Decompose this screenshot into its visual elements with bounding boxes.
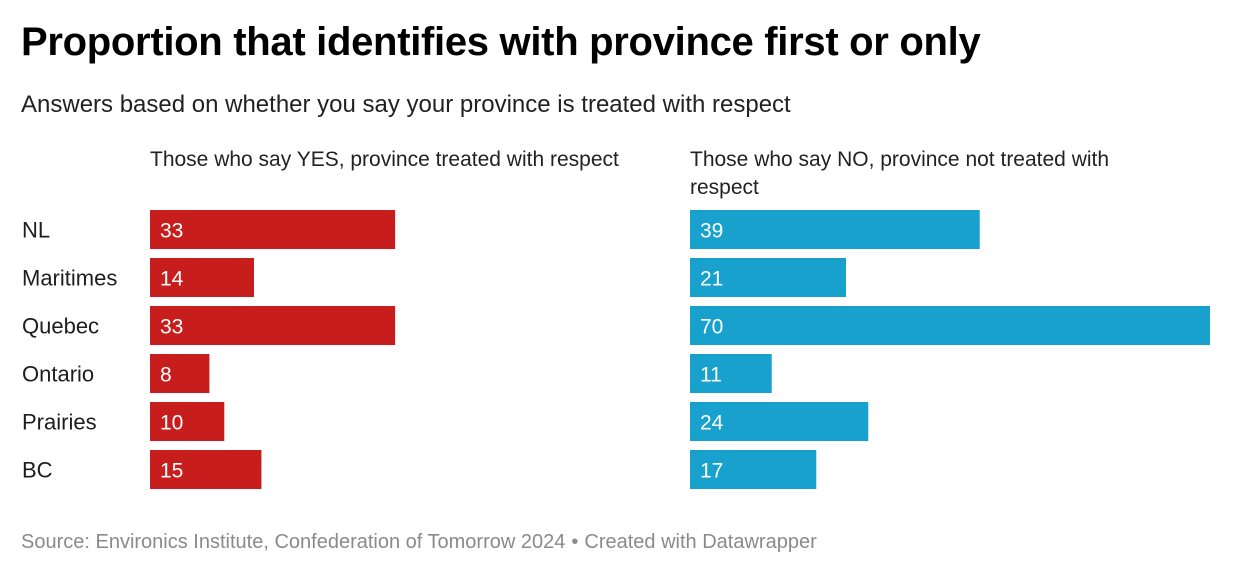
data-label-yes-nl: 33 [160,220,183,243]
data-label-yes-quebec: 33 [160,316,183,339]
data-label-yes-ontario: 8 [160,364,172,387]
category-label-prairies: Prairies [22,410,97,435]
bar-yes-bc [150,450,262,489]
data-label-no-bc: 17 [700,460,723,483]
bar-yes-nl [150,210,396,249]
data-label-no-ontario: 11 [700,364,722,387]
panel-title-yes: Those who say YES, province treated with… [150,148,619,171]
data-label-no-nl: 39 [700,220,723,243]
footer: Source: Environics Institute, Confederat… [21,531,817,554]
data-label-yes-bc: 15 [160,460,183,483]
bar-yes-quebec [150,306,396,345]
category-label-quebec: Quebec [22,314,99,339]
bar-no-prairies [690,402,869,441]
bar-no-quebec [690,306,1210,345]
data-label-no-quebec: 70 [700,316,723,339]
data-label-no-maritimes: 21 [700,268,723,291]
bar-no-ontario [690,354,772,393]
chart-title: Proportion that identifies with province… [21,20,981,64]
credit-note: Created with Datawrapper [584,531,817,553]
bar-yes-maritimes [150,258,254,297]
category-label-bc: BC [22,458,53,483]
data-label-yes-maritimes: 14 [160,268,184,291]
source-note: Source: Environics Institute, Confederat… [21,531,566,553]
chart-subtitle: Answers based on whether you say your pr… [21,91,791,118]
bar-no-bc [690,450,817,489]
bar-yes-prairies [150,402,225,441]
category-label-maritimes: Maritimes [22,266,117,291]
category-label-nl: NL [22,218,50,243]
footer-separator: • [571,531,579,553]
bar-no-maritimes [690,258,846,297]
category-label-ontario: Ontario [22,362,94,387]
data-label-no-prairies: 24 [700,412,724,435]
data-label-yes-prairies: 10 [160,412,183,435]
bar-yes-ontario [150,354,210,393]
panel-title-no: Those who say NO, province not treated w… [690,148,1110,199]
bar-no-nl [690,210,980,249]
